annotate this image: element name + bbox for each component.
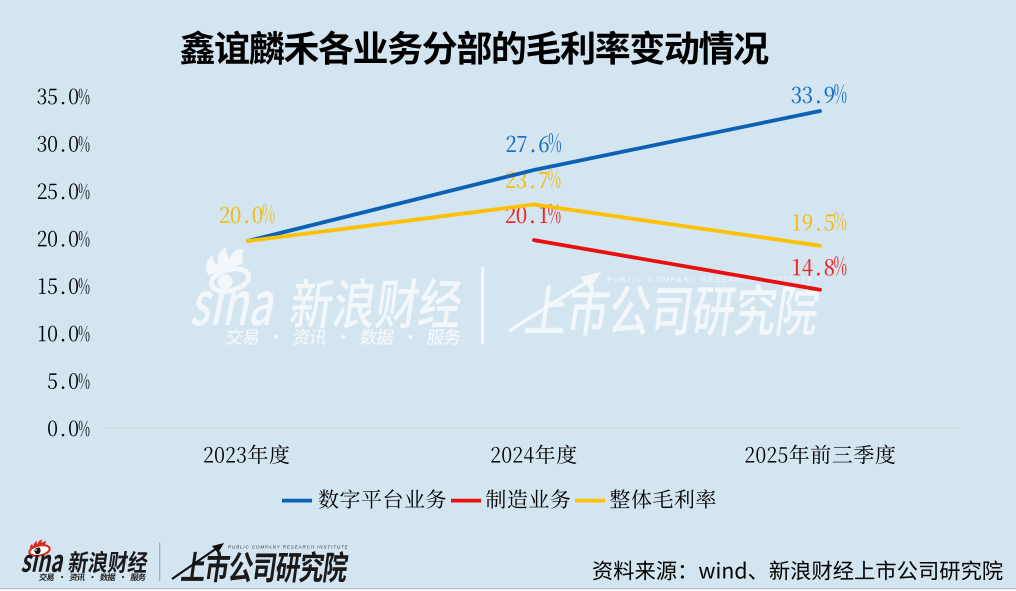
svg-text:PUBLIC COMPANY RESEARCH INSTIT: PUBLIC COMPANY RESEARCH INSTITUTE [607, 275, 814, 284]
svg-text:PUBLIC COMPANY RESEARCH INSTIT: PUBLIC COMPANY RESEARCH INSTITUTE [228, 545, 349, 550]
